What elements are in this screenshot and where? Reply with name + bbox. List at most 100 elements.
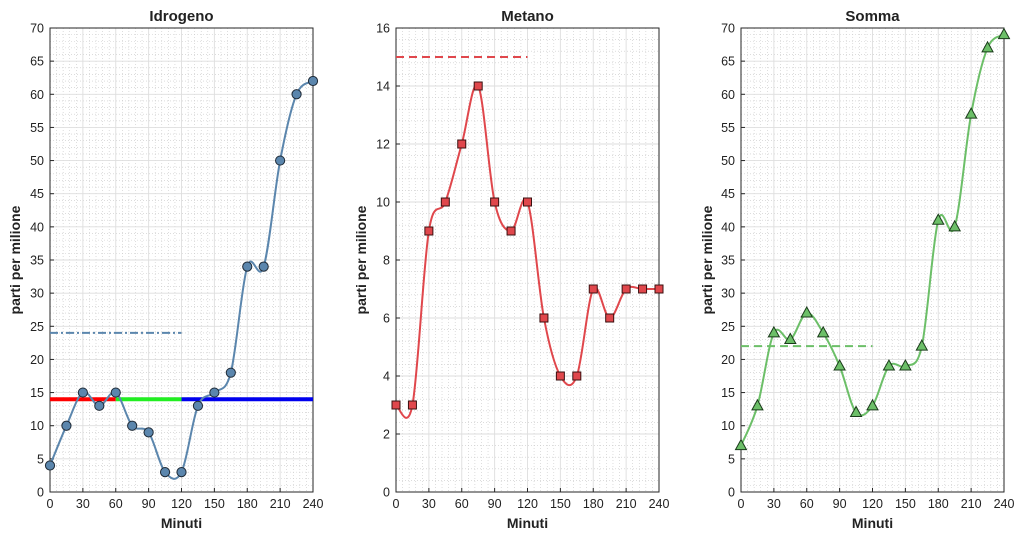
x-tick-label: 240 (303, 497, 324, 511)
data-point (783, 332, 797, 345)
x-tick-label: 150 (895, 497, 916, 511)
x-tick-label: 0 (738, 497, 745, 511)
y-tick-label: 15 (721, 386, 735, 400)
y-tick-label: 0 (383, 486, 390, 500)
data-point (44, 460, 56, 471)
plot-area: 0 30 60 90 120 150 180 210 240 0 5 10 15 20 25 30 35 40 45… (30, 22, 323, 512)
data-point (440, 197, 450, 207)
data-point (849, 405, 863, 417)
x-tick-label: 150 (204, 497, 225, 511)
data-point (964, 107, 978, 119)
data-point (457, 139, 467, 149)
x-tick-label: 120 (517, 497, 538, 511)
y-tick-label: 5 (37, 452, 44, 466)
data-point (638, 284, 648, 294)
data-point (209, 387, 220, 398)
data-point (307, 75, 319, 87)
plot-area: 0 30 60 90 120 150 180 210 240 0 5 10 15 20 25 30 35 40 45… (721, 22, 1014, 512)
y-axis-label: parti per milione (353, 205, 369, 314)
data-point (242, 261, 253, 272)
y-tick-label: 6 (383, 312, 390, 326)
data-point (523, 197, 532, 207)
x-tick-label: 60 (109, 497, 123, 511)
x-tick-label: 30 (422, 497, 436, 511)
y-tick-label: 40 (30, 220, 44, 234)
x-axis-label: Minuti (852, 515, 893, 531)
y-tick-label: 65 (721, 55, 735, 69)
data-point (176, 467, 187, 478)
data-point (258, 261, 269, 272)
data-point (110, 387, 121, 398)
data-point (915, 339, 929, 351)
y-tick-label: 2 (383, 428, 390, 442)
y-tick-label: 50 (721, 154, 735, 168)
x-tick-label: 120 (862, 497, 883, 511)
x-tick-label: 30 (767, 497, 781, 511)
y-tick-label: 40 (721, 220, 735, 234)
x-tick-label: 240 (649, 497, 670, 511)
x-tick-label: 60 (455, 497, 469, 511)
data-point (61, 420, 72, 431)
plot-area: 0 30 60 90 120 150 180 210 240 0 2 4 6 8 10 12 14 16 (376, 22, 669, 512)
x-tick-label: 90 (142, 497, 156, 511)
y-tick-label: 45 (721, 187, 735, 201)
data-point (654, 284, 664, 294)
data-point (734, 438, 748, 451)
y-tick-label: 5 (728, 452, 735, 466)
x-tick-label: 240 (994, 497, 1015, 511)
panel-metano: 0 30 60 90 120 150 180 210 240 0 2 4 6 8 10 12 14 16 Metan… (353, 8, 669, 531)
data-point (291, 89, 302, 100)
x-tick-label: 180 (237, 497, 258, 511)
y-tick-label: 25 (30, 320, 44, 334)
data-point (899, 359, 912, 371)
x-tick-label: 0 (47, 497, 54, 511)
y-tick-label: 10 (721, 419, 735, 433)
y-tick-label: 30 (721, 287, 735, 301)
data-point (490, 197, 500, 207)
data-point (473, 81, 483, 91)
y-tick-label: 8 (383, 254, 390, 268)
y-tick-label: 10 (376, 196, 390, 210)
y-tick-label: 35 (721, 254, 735, 268)
y-tick-label: 10 (30, 419, 44, 433)
x-tick-label: 0 (393, 497, 400, 511)
x-tick-label: 150 (550, 497, 571, 511)
data-point (833, 359, 846, 371)
y-tick-label: 70 (30, 22, 44, 36)
data-point (159, 467, 171, 478)
y-tick-label: 70 (721, 22, 735, 36)
data-point (800, 305, 814, 318)
y-tick-label: 55 (30, 121, 44, 135)
data-point (751, 398, 764, 411)
y-tick-label: 20 (721, 353, 735, 367)
data-point (572, 371, 582, 381)
data-point (192, 400, 204, 411)
x-tick-label: 210 (270, 497, 291, 511)
y-tick-label: 60 (30, 88, 44, 102)
x-tick-label: 210 (616, 497, 637, 511)
y-tick-label: 55 (721, 121, 735, 135)
y-tick-label: 60 (721, 88, 735, 102)
x-tick-label: 180 (583, 497, 604, 511)
data-point (127, 420, 138, 431)
data-point (866, 398, 879, 411)
data-point (407, 400, 417, 410)
x-tick-label: 120 (171, 497, 192, 511)
y-tick-label: 30 (30, 287, 44, 301)
y-tick-label: 35 (30, 254, 44, 268)
x-tick-label: 60 (800, 497, 814, 511)
data-point (588, 284, 598, 294)
x-tick-label: 210 (961, 497, 982, 511)
data-point (424, 226, 434, 236)
x-axis-label: Minuti (161, 515, 202, 531)
x-tick-label: 90 (488, 497, 502, 511)
data-point (948, 219, 962, 232)
x-tick-label: 30 (76, 497, 90, 511)
x-axis-label: Minuti (507, 515, 548, 531)
x-tick-label: 90 (833, 497, 847, 511)
y-tick-label: 0 (728, 486, 735, 500)
panel-somma: 0 30 60 90 120 150 180 210 240 0 5 10 15 20 25 30 35 40 45… (699, 8, 1014, 531)
data-point (539, 313, 549, 323)
x-tick-label: 180 (928, 497, 949, 511)
data-point (77, 387, 88, 398)
